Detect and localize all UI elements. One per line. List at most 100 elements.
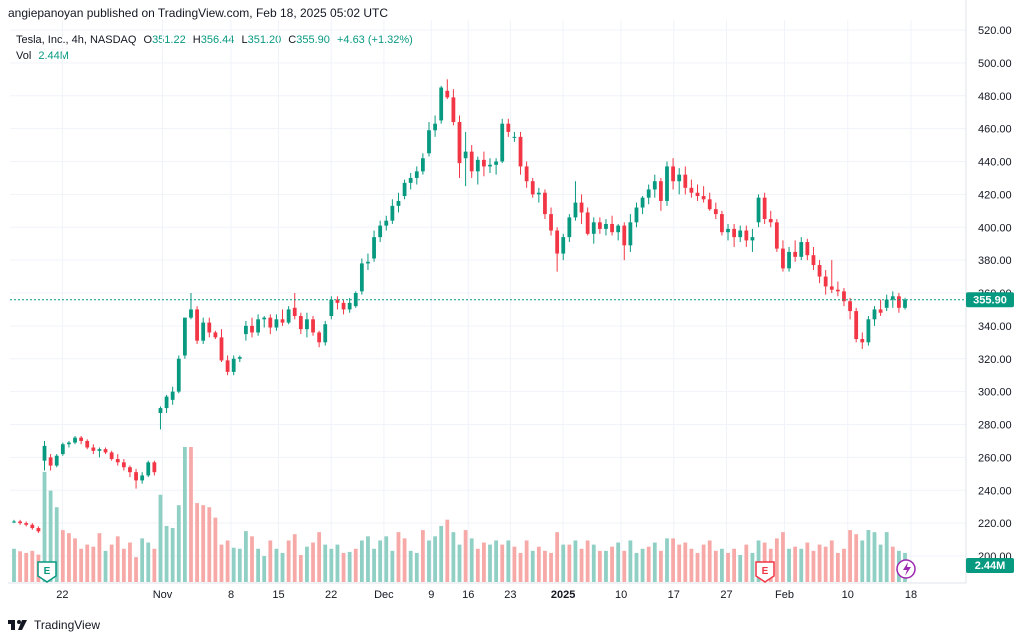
candle (12, 519, 16, 524)
candle-body (396, 200, 401, 206)
candle (359, 258, 364, 295)
candle (774, 219, 779, 252)
volume-value: 2.44M (38, 50, 69, 62)
y-tick-label: 420.00 (978, 189, 1012, 201)
candle (884, 294, 889, 312)
volume-bar (311, 542, 315, 582)
candle (793, 240, 798, 262)
volume-bar (884, 532, 889, 582)
candle-body (805, 242, 810, 256)
candle-body (36, 528, 41, 532)
volume-bar (628, 540, 633, 582)
candle-body (640, 197, 645, 208)
y-tick-label: 320.00 (978, 354, 1012, 366)
candle-body (665, 166, 669, 201)
candle (286, 306, 291, 325)
candle (201, 317, 206, 344)
y-tick-label: 520.00 (978, 25, 1012, 37)
volume-bar (488, 544, 492, 582)
candle-body (18, 521, 22, 524)
volume-bar (622, 550, 627, 582)
candle-body (878, 309, 883, 313)
volume-bar (390, 550, 395, 582)
volume-bar (60, 530, 65, 582)
candle (512, 131, 517, 142)
volume-bar (585, 540, 590, 582)
volume-bar (890, 546, 895, 582)
candle (317, 330, 322, 348)
volume-bar (451, 532, 456, 582)
candle (890, 291, 895, 308)
candle-body (469, 151, 474, 172)
earnings-marker-1[interactable]: E (37, 561, 57, 583)
volume-bar (658, 550, 663, 582)
volume-bar (408, 550, 413, 582)
candle (195, 306, 199, 344)
candle-body (744, 230, 749, 241)
candle-body (506, 123, 511, 132)
symbol-title[interactable]: Tesla, Inc., 4h, NASDAQ (16, 34, 137, 46)
volume-bar (573, 540, 578, 582)
flash-icon[interactable] (896, 559, 916, 579)
candle (115, 454, 120, 466)
ohlc-line: Tesla, Inc., 4h, NASDAQ O351.22 H356.44 … (16, 32, 413, 48)
candle-body (689, 187, 694, 193)
candle (628, 214, 633, 252)
candle (768, 210, 773, 228)
tradingview-logo-icon (8, 620, 27, 630)
x-tick-label: 15 (272, 589, 284, 601)
candle-body (85, 440, 90, 448)
candle-body (176, 358, 181, 392)
candle-body (91, 447, 96, 451)
candle (762, 192, 767, 224)
candle (292, 293, 297, 320)
candle-body (317, 332, 322, 343)
candle-body (634, 207, 639, 223)
change-value: +4.63 (+1.32%) (336, 34, 413, 46)
candle (640, 196, 645, 215)
candle (756, 194, 761, 228)
candle (274, 314, 279, 331)
candle (671, 158, 675, 190)
candle (152, 460, 157, 476)
earnings-marker-2[interactable]: E (755, 561, 775, 583)
candle (36, 526, 41, 533)
volume-line: Vol 2.44M (16, 48, 413, 64)
y-tick-label: 340.00 (978, 321, 1012, 333)
candle-body (54, 455, 59, 466)
volume-bar (292, 534, 297, 582)
volume-bar (872, 532, 877, 582)
candle-body (408, 177, 413, 183)
volume-bar (359, 540, 364, 582)
candle-body (457, 122, 462, 164)
candle (402, 179, 407, 200)
candle-body (366, 261, 370, 264)
candle-body (48, 457, 53, 466)
time-axis[interactable]: 22 Nov 8 15 22 Dec 9 16 23 2025 10 17 27 Feb 10 18 (56, 589, 917, 601)
candle (500, 118, 505, 164)
earnings-marker-2-text: E (762, 566, 769, 577)
y-tick-label: 260.00 (978, 452, 1012, 464)
x-tick-label: 2025 (551, 589, 575, 601)
candle-body (30, 524, 35, 529)
candle-body (207, 322, 212, 333)
volume-bar (298, 555, 303, 582)
candle-body (213, 332, 218, 338)
candle (829, 260, 834, 293)
candle-body (402, 182, 407, 197)
volume-bar (793, 546, 798, 582)
volume-bar (835, 552, 840, 582)
candle (378, 220, 383, 243)
candle-body (482, 159, 486, 167)
candle-body (451, 97, 456, 123)
candle (799, 237, 804, 261)
price-axis[interactable]: 520.00 500.00 480.00 460.00 440.00 420.00 400.… (978, 25, 1012, 563)
candle (610, 215, 614, 236)
volume-bar (823, 546, 828, 582)
candle (475, 156, 480, 185)
volume-bar (262, 556, 267, 582)
candle (878, 299, 883, 317)
volume-bar (433, 536, 437, 582)
y-tick-label: 280.00 (978, 420, 1012, 432)
